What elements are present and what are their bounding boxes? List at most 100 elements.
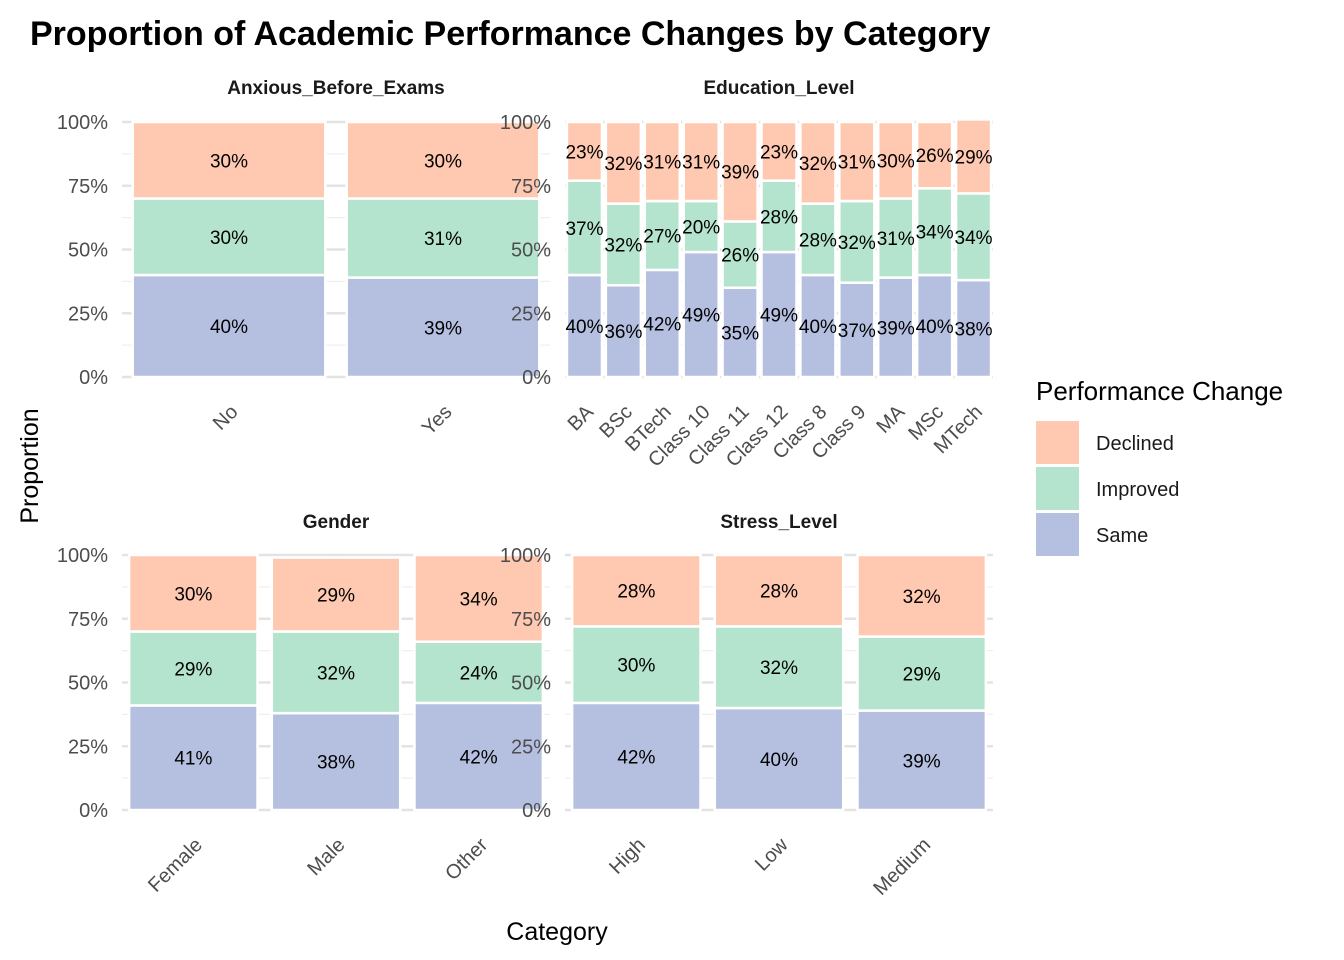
x-tick-label: Medium [869,834,935,900]
bar-segment-label: 32% [604,154,642,175]
bar-segment-label: 49% [760,306,798,327]
bar-segment-improved [838,199,876,284]
bar-segment-label: 29% [174,659,212,680]
bar-segment-declined [127,553,259,633]
bar-segment-declined [643,120,682,203]
y-tick-label: 100% [57,112,108,134]
bar-segment-declined [760,120,798,182]
facet-strip-title: Anxious_Before_Exams [227,78,445,99]
x-tick-label: Other [441,834,492,885]
y-tick-label: 75% [68,176,108,198]
bar-segment-same [270,711,402,812]
bar-segment-declined [413,553,545,643]
bar-segment-declined [954,118,993,195]
bar-segment-same [876,276,915,379]
bar-segment-same [643,268,682,379]
y-tick-label: 25% [68,736,108,758]
facet-strip-title: Gender [303,512,370,533]
bar-segment-same [721,286,759,379]
bar-segment-label: 32% [903,587,941,608]
bar-segment-same [127,704,259,812]
legend-key-declined [1036,421,1079,464]
legend-label: Improved [1096,479,1179,501]
bar-segment-label: 23% [565,142,603,163]
bar-segment-label: 30% [174,584,212,605]
bar-segment-improved [413,640,545,705]
y-tick-label: 75% [511,176,551,198]
bar-segment-label: 28% [760,582,798,603]
legend-label: Same [1096,525,1148,547]
facet-panel-stress-level: Stress_Level 0% 25% 50% 75% 100% 42% 30% 28% 40% 3… [500,512,993,900]
x-tick-label: BA [564,401,599,436]
legend-title: Performance Change [1036,376,1283,406]
legend: Performance Change Declined Improved Same [1036,376,1283,556]
bar-segment-improved [604,202,643,287]
bar-segment-improved [643,199,682,272]
y-tick-label: 50% [68,673,108,695]
bar-segment-label: 42% [643,314,681,335]
bar-segment-label: 41% [174,749,212,770]
bar-segment-label: 32% [799,154,837,175]
bar-segment-label: 30% [617,656,655,677]
bar-segment-label: 34% [460,589,498,610]
bar-segment-label: 32% [760,658,798,679]
bar-segment-declined [721,120,759,223]
bar-segment-declined [270,556,402,633]
bar-segment-label: 40% [916,317,954,338]
bar-segment-label: 40% [565,317,603,338]
x-tick-label: Low [751,834,793,876]
facet-panels: Anxious_Before_Exams 0% 25% 50% 75% 100% 40% 30… [57,78,993,900]
x-tick-label: MA [872,401,909,438]
facet-panel-gender: Gender 0% 25% 50% 75% 100% 41% 29% 30% 38% 32% 29% 4… [57,512,550,897]
bar-segment-label: 42% [460,747,498,768]
bar-segment-same [799,273,837,379]
bar-segment-label: 24% [460,663,498,684]
bar-segment-improved [570,625,702,705]
bar-segment-same [682,250,720,379]
bar-segment-improved [565,179,604,277]
bar-segment-label: 38% [955,320,993,341]
bar-segment-declined [604,120,643,205]
y-tick-label: 0% [522,800,551,822]
bar-segment-same [838,281,876,379]
bar-segment-label: 30% [210,151,248,172]
x-tick-label: Yes [418,401,457,440]
bar-segment-label: 28% [799,230,837,251]
bar-segment-label: 39% [424,318,462,339]
y-tick-label: 0% [79,367,108,389]
y-tick-label: 100% [500,545,551,567]
bar-segment-label: 20% [682,218,720,239]
bar-segment-label: 38% [317,753,355,774]
bar-segment-label: 42% [617,747,655,768]
y-tick-label: 50% [511,240,551,262]
bar-segment-label: 26% [721,246,759,267]
y-tick-label: 0% [79,800,108,822]
bar-segment-declined [713,553,845,628]
y-tick-label: 75% [511,609,551,631]
bar-segment-improved [131,197,327,277]
bar-segment-same [345,276,541,379]
x-tick-label: No [209,401,243,435]
bar-segment-label: 40% [760,750,798,771]
facet-strip-title: Stress_Level [720,512,837,533]
bar-segment-label: 36% [604,322,642,343]
bar-segment-label: 40% [210,317,248,338]
bar-segment-label: 30% [877,151,915,172]
bar-segment-label: 31% [424,229,462,250]
bar-segment-label: 32% [317,663,355,684]
bar-segment-same [131,273,327,379]
bar-segment-same [604,283,643,379]
bar-segment-label: 34% [955,228,993,249]
facet-panel-education-level: Education_Level0%25%50%75%100%40%37%23%3… [500,78,993,472]
y-axis-title: Proportion [16,408,44,523]
bar-segment-declined [131,120,327,200]
bar-segment-label: 32% [604,235,642,256]
y-tick-label: 25% [511,736,551,758]
bar-segment-label: 29% [903,665,941,686]
bar-segment-label: 28% [760,207,798,228]
x-tick-label: Female [144,834,207,897]
y-tick-label: 50% [68,240,108,262]
y-tick-label: 100% [500,112,551,134]
bar-segment-declined [876,120,915,200]
